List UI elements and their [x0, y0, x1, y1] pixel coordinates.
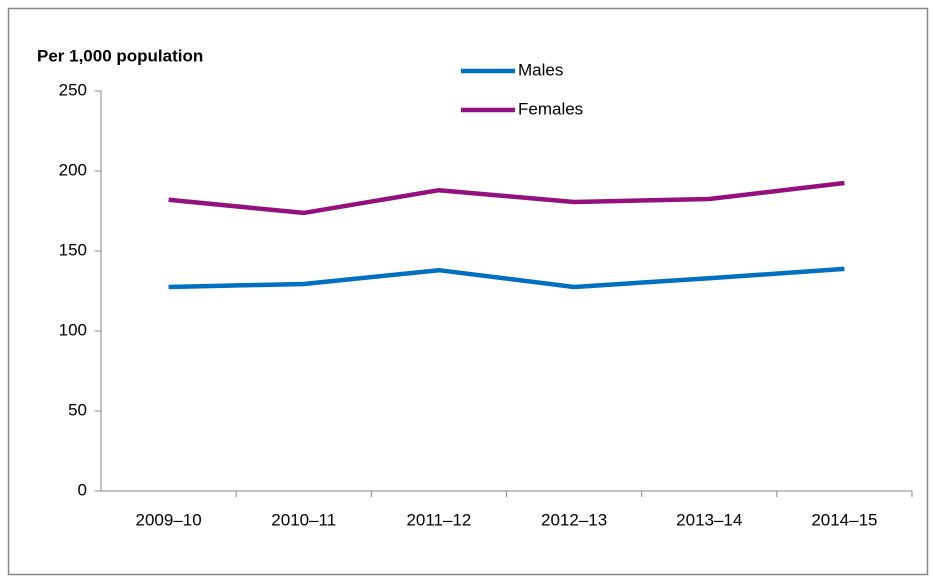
- line-series: [168, 180, 845, 216]
- line-series: [168, 266, 845, 290]
- legend-label: Females: [518, 99, 583, 118]
- legend-label: Males: [518, 60, 563, 79]
- y-tick-label: 250: [59, 80, 87, 99]
- x-tick-label: 2010–11: [271, 510, 336, 529]
- y-tick-label: 200: [59, 160, 87, 179]
- y-tick-label: 0: [78, 480, 87, 499]
- chart-frame: [7, 7, 929, 576]
- x-tick-label: 2014–15: [811, 510, 877, 529]
- x-tick-label: 2009–10: [135, 510, 201, 529]
- y-tick-label: 50: [68, 400, 87, 419]
- y-tick-label: 100: [59, 320, 87, 339]
- x-tick-label: 2011–12: [406, 510, 471, 529]
- x-tick-label: 2013–14: [676, 510, 742, 529]
- x-tick-label: 2012–13: [541, 510, 607, 529]
- chart-title: Per 1,000 population: [37, 46, 203, 65]
- y-tick-label: 150: [59, 240, 87, 259]
